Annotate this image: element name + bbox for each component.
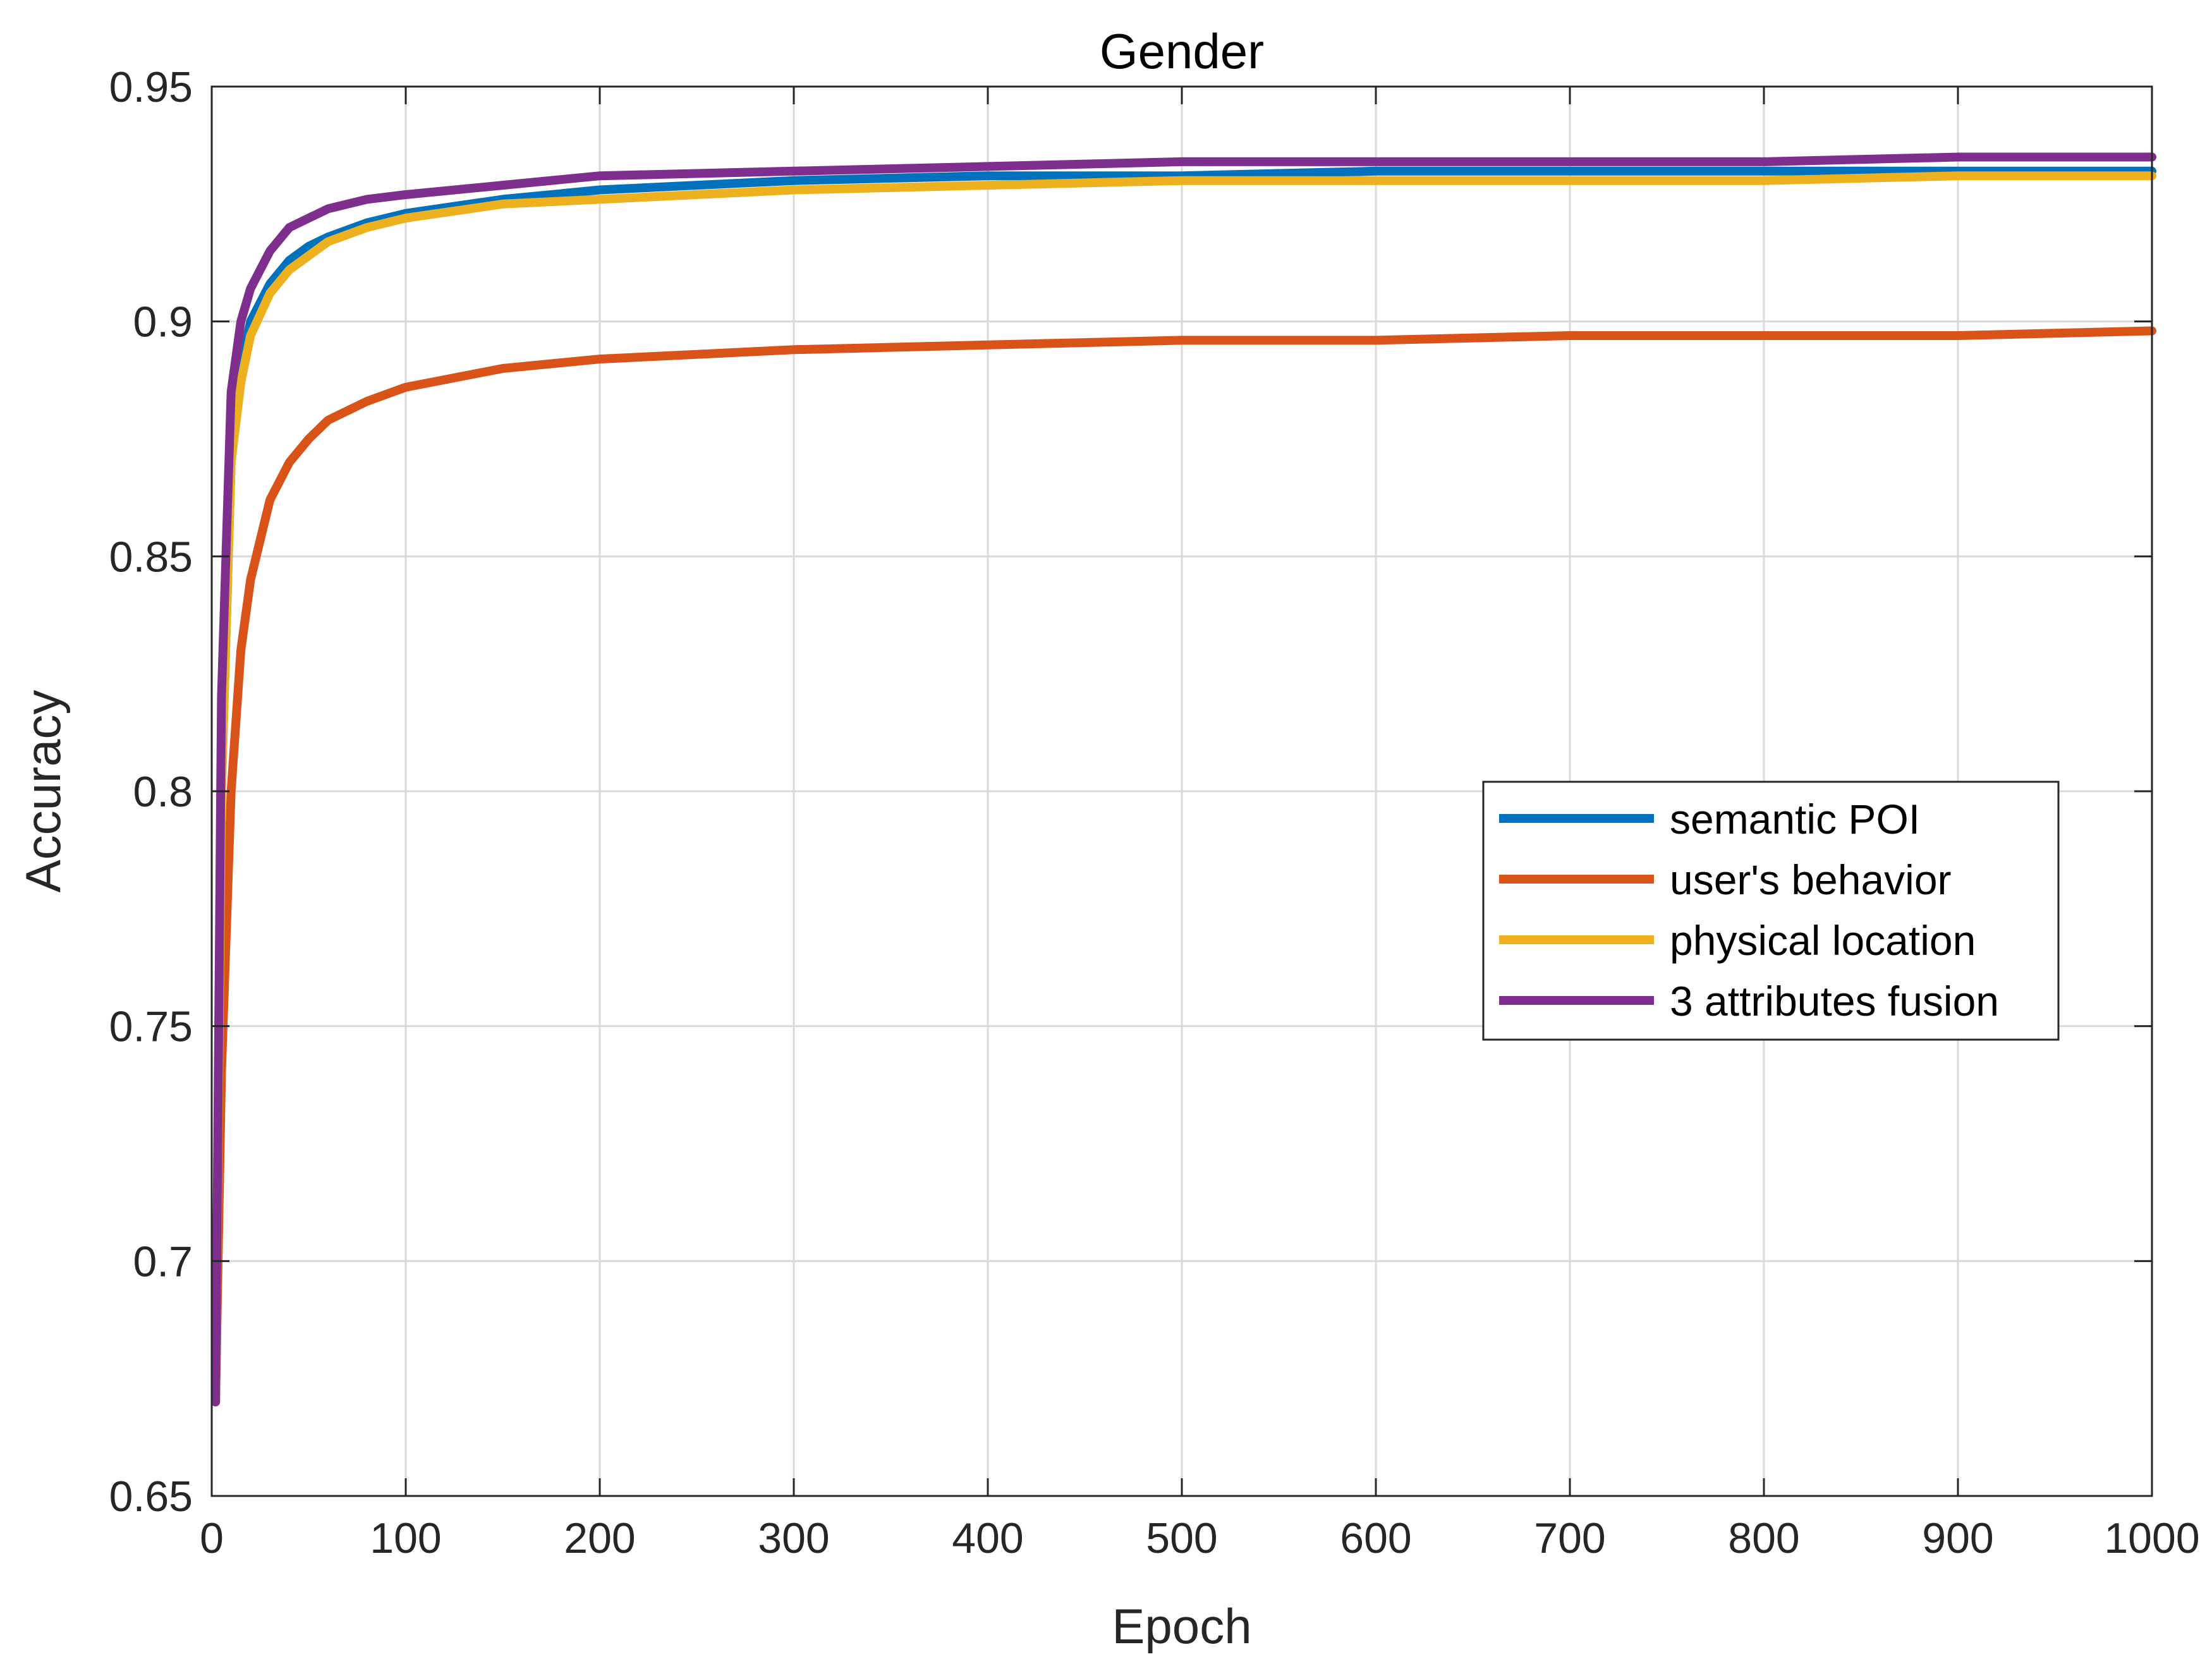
y-tick-label: 0.65 (109, 1473, 193, 1521)
legend: semantic POI user's behavior physical loca… (1482, 781, 2060, 1041)
x-tick-label: 0 (200, 1514, 224, 1562)
y-tick-label: 0.95 (109, 63, 193, 111)
x-tick-label: 300 (758, 1514, 829, 1562)
x-tick-label: 800 (1728, 1514, 1799, 1562)
x-tick-label: 1000 (2104, 1514, 2199, 1562)
legend-label: semantic POI (1670, 796, 1920, 842)
x-axis-title: Epoch (1112, 1598, 1251, 1654)
legend-label: physical location (1670, 917, 1976, 964)
legend-label: user's behavior (1670, 856, 1952, 903)
x-tick-label: 100 (370, 1514, 441, 1562)
x-tick-label: 700 (1534, 1514, 1605, 1562)
series-line-physical-location (211, 171, 2156, 1407)
y-tick-label: 0.85 (109, 533, 193, 581)
y-tick-label: 0.9 (133, 298, 193, 346)
x-tick-label: 900 (1922, 1514, 1993, 1562)
series-line-3-attributes-fusion (211, 152, 2156, 1407)
y-tick-label: 0.75 (109, 1003, 193, 1051)
x-tick-label: 200 (564, 1514, 635, 1562)
x-tick-label: 400 (952, 1514, 1023, 1562)
chart-title: Gender (1100, 23, 1264, 79)
x-tick-label: 500 (1146, 1514, 1217, 1562)
legend-label: 3 attributes fusion (1670, 978, 1999, 1024)
x-tick-label: 600 (1340, 1514, 1411, 1562)
series-line-user-s-behavior (211, 326, 2156, 1407)
y-axis-title: Accuracy (15, 690, 71, 893)
y-tick-label: 0.8 (133, 768, 193, 816)
series-lines (211, 152, 2156, 1407)
y-tick-label: 0.7 (133, 1237, 193, 1285)
ticks: 0 100 200 300 400 500 600 700 800 900 1000 0.65 0.7 0… (109, 63, 2200, 1562)
